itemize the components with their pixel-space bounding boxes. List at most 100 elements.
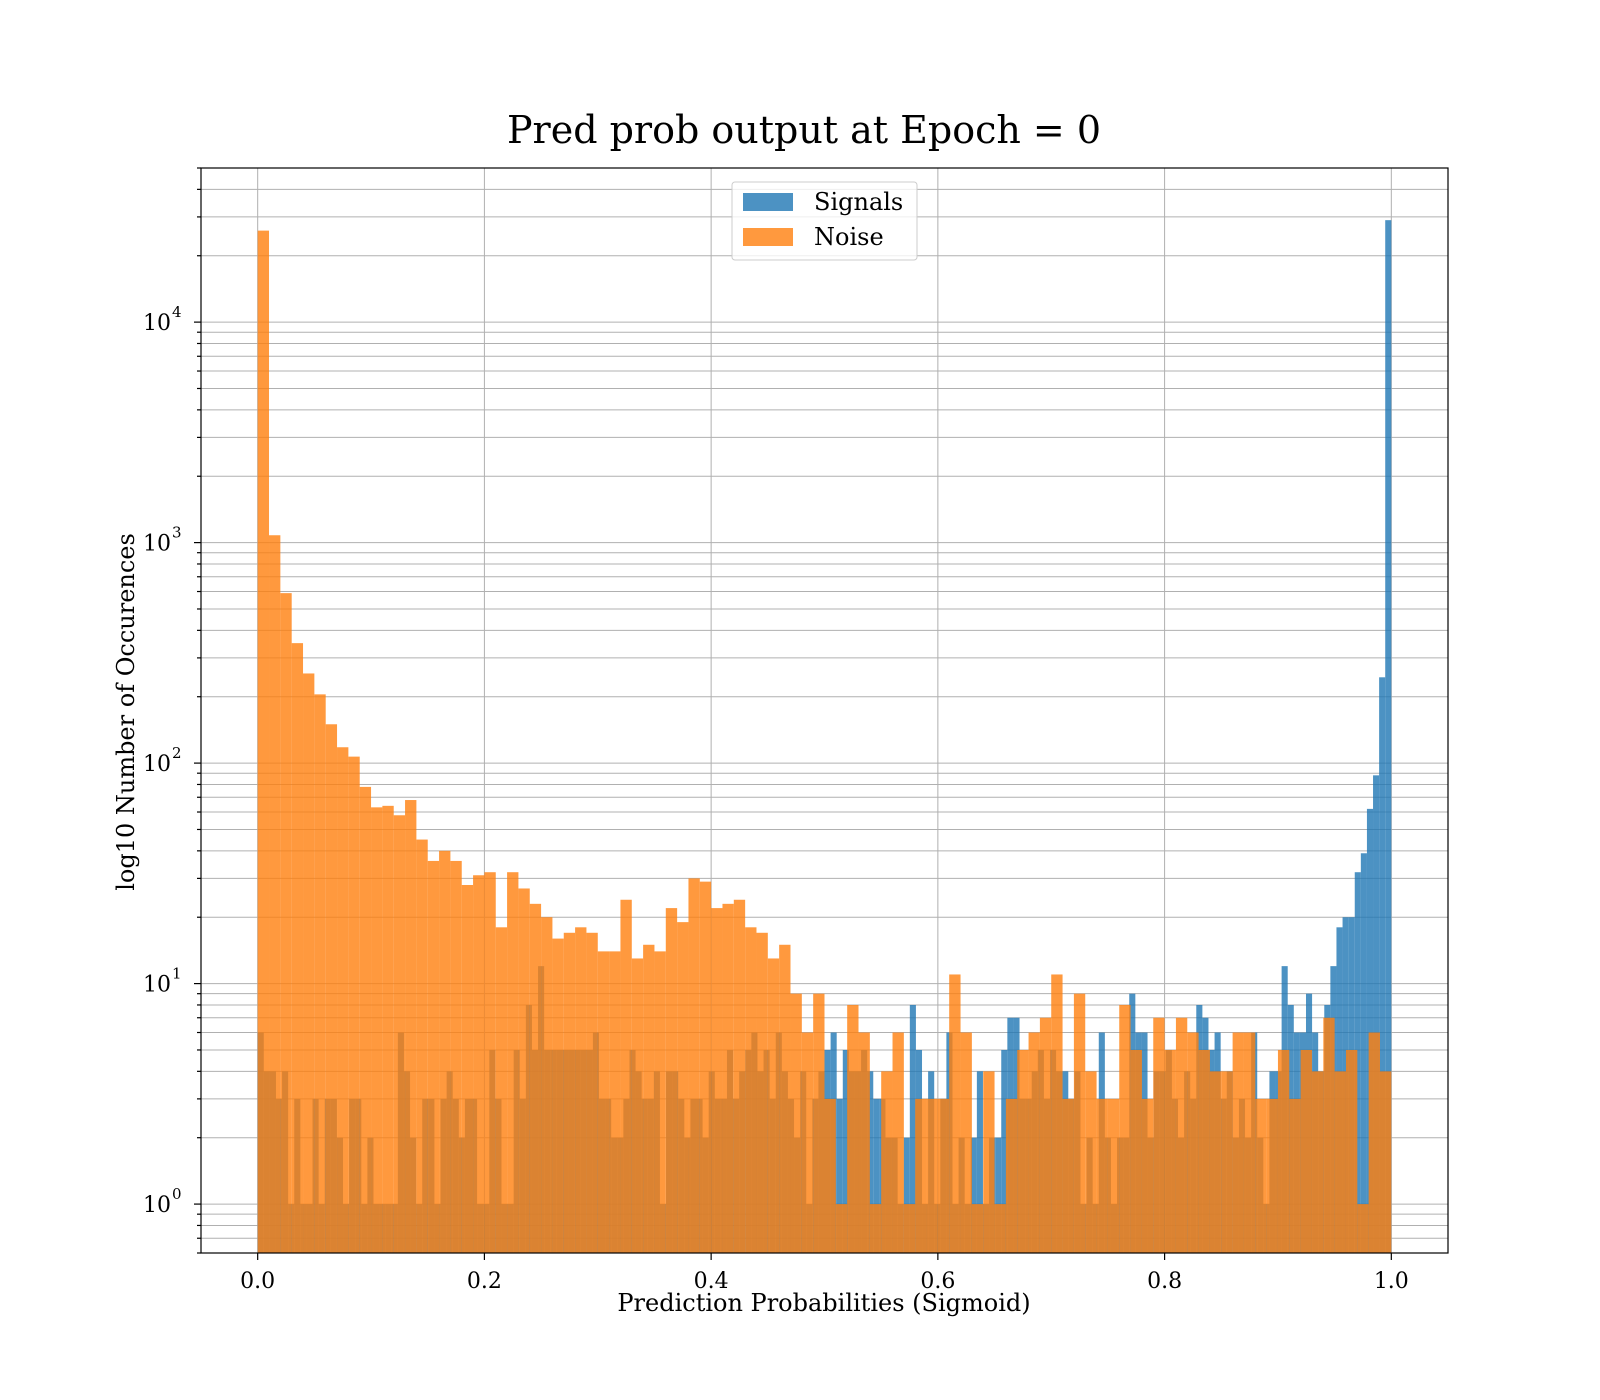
bar-signals (867, 1071, 874, 1253)
legend-swatch-signals (743, 193, 793, 211)
bar-noise (348, 756, 360, 1253)
bar-signals (1379, 677, 1386, 1253)
chart-title: Pred prob output at Epoch = 0 (507, 108, 1101, 152)
bar-signals (836, 1098, 843, 1253)
bar-noise (1198, 1049, 1210, 1253)
x-tick-label: 0.2 (467, 1269, 502, 1294)
bar-noise (722, 903, 734, 1253)
bar-noise (881, 1071, 893, 1253)
bar-noise (1119, 1004, 1131, 1253)
bar-noise (1232, 1032, 1244, 1253)
bar-noise (563, 932, 576, 1253)
y-tick-label: 10 (143, 532, 171, 557)
bar-noise (1289, 1098, 1301, 1253)
bar-noise (1141, 1098, 1154, 1253)
bar-noise (382, 805, 394, 1253)
bar-noise (1005, 1098, 1018, 1253)
bar-noise (1028, 1032, 1040, 1253)
bar-noise (733, 899, 746, 1253)
bar-signals (1354, 872, 1361, 1253)
bar-noise (983, 1071, 995, 1253)
bar-noise (1175, 1017, 1188, 1253)
y-tick-label: 10 (143, 752, 171, 777)
bar-noise (1062, 1098, 1074, 1253)
bar-noise (688, 878, 700, 1253)
bar-noise (552, 938, 564, 1253)
bar-signals (1385, 220, 1392, 1253)
bar-noise (1073, 993, 1086, 1253)
bar-noise (801, 1032, 814, 1253)
bar-noise (405, 800, 417, 1253)
bar-signals (909, 1004, 916, 1253)
x-tick-label: 0.4 (694, 1269, 729, 1294)
x-axis-label: Prediction Probabilities (Sigmoid) (617, 1289, 1030, 1317)
bar-noise (858, 1032, 870, 1253)
bar-noise (291, 643, 304, 1253)
bar-noise (790, 993, 802, 1253)
y-tick-exponent: 1 (172, 965, 182, 983)
bar-noise (1311, 1071, 1324, 1253)
bar-noise (1334, 1071, 1346, 1253)
bar-noise (1379, 1071, 1392, 1253)
bar-noise (1323, 1017, 1335, 1253)
bar-noise (994, 1204, 1006, 1253)
bar-noise (903, 1204, 916, 1253)
bar-noise (756, 932, 768, 1253)
bar-noise (541, 917, 553, 1253)
bar-noise (609, 951, 621, 1253)
bar-noise (495, 927, 508, 1253)
bar-noise (847, 1004, 859, 1253)
bar-noise (416, 839, 428, 1253)
y-tick-exponent: 4 (172, 303, 182, 321)
x-tick-label: 0.0 (240, 1269, 275, 1294)
bar-signals (1373, 775, 1380, 1253)
bar-noise (1153, 1017, 1165, 1253)
bar-signals (976, 1071, 983, 1253)
bar-noise (835, 1204, 848, 1253)
bar-noise (711, 908, 723, 1253)
bar-signals (903, 1137, 910, 1253)
bar-noise (915, 1098, 927, 1253)
bar-noise (1357, 1204, 1369, 1253)
bar-noise (450, 860, 462, 1253)
bar-noise (824, 1098, 836, 1253)
bar-noise (507, 872, 519, 1253)
y-axis-label: log10 Number of Occurences (112, 533, 140, 891)
bar-noise (926, 1098, 938, 1253)
bar-noise (337, 747, 349, 1253)
bar-noise (1187, 1032, 1199, 1253)
bar-noise (937, 1098, 950, 1253)
bar-noise (461, 884, 474, 1253)
bar-signals (970, 1137, 977, 1253)
bar-noise (1266, 1098, 1278, 1253)
bar-noise (620, 899, 632, 1253)
bar-noise (677, 922, 689, 1253)
x-tick-label: 0.8 (1147, 1269, 1182, 1294)
bar-signals (1001, 1049, 1008, 1253)
bar-noise (439, 850, 451, 1253)
x-tick-label: 0.6 (920, 1269, 955, 1294)
bar-noise (699, 881, 712, 1253)
bar-noise (665, 908, 678, 1253)
bar-noise (745, 927, 757, 1253)
bar-noise (473, 875, 485, 1253)
bar-noise (1209, 1071, 1222, 1253)
plot-frame (200, 167, 1449, 1254)
bar-noise (1345, 1049, 1358, 1253)
legend: Signals Noise (731, 181, 918, 261)
bar-signals (1366, 808, 1374, 1253)
x-tick-label: 1.0 (1374, 1269, 1409, 1294)
bar-noise (767, 958, 780, 1253)
bar-noise (597, 951, 610, 1253)
y-tick-label: 10 (143, 1193, 171, 1218)
bar-noise (1085, 1071, 1097, 1253)
y-tick-label: 10 (143, 973, 171, 998)
bar-noise (1130, 1049, 1142, 1253)
bar-noise (303, 673, 315, 1253)
bar-noise (1277, 1049, 1290, 1253)
legend-label-signals: Signals (814, 188, 903, 216)
legend-label-noise: Noise (814, 223, 884, 251)
bar-noise (1096, 1098, 1108, 1253)
bar-signals (995, 1137, 1002, 1253)
bar-noise (631, 958, 644, 1253)
